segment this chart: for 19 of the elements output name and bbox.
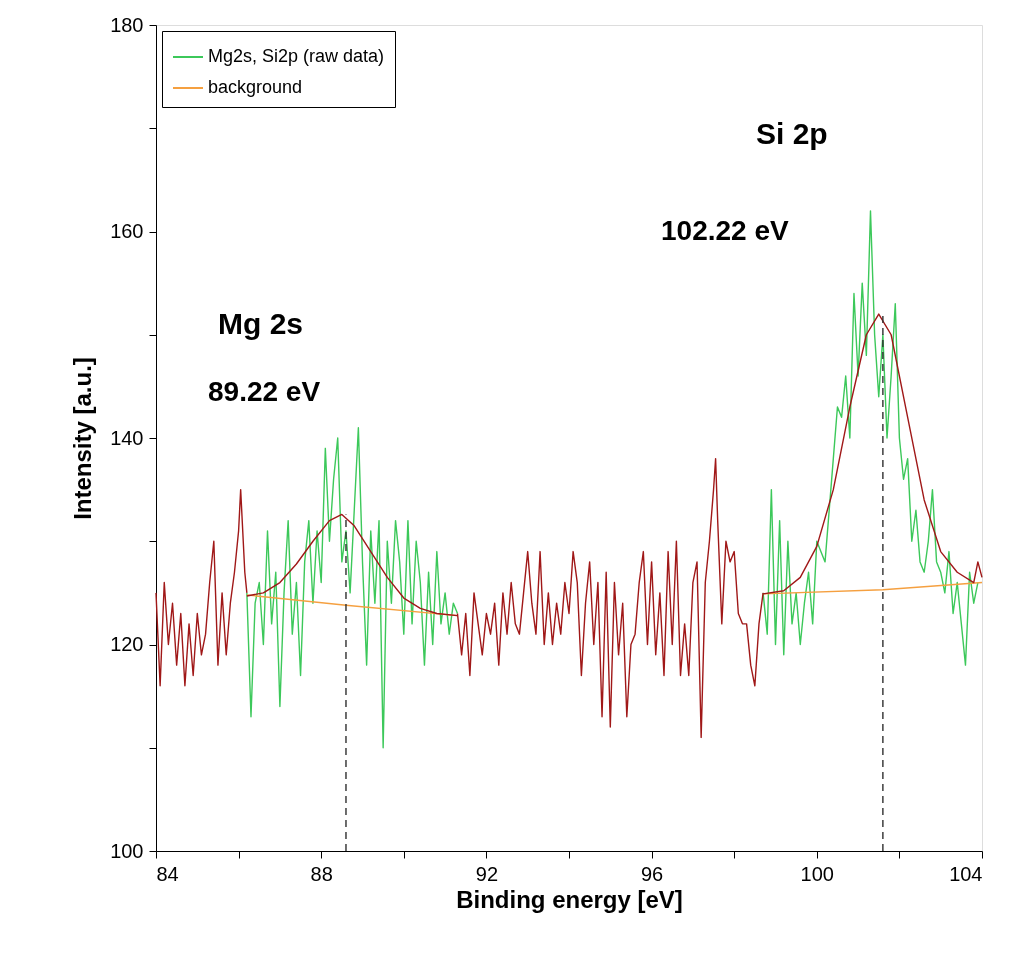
annotation: Si 2p [756, 117, 828, 150]
y-axis-title: Intensity [a.u.] [69, 357, 97, 520]
x-tick-label: 100 [800, 862, 834, 885]
y-tick-label: 100 [110, 839, 144, 862]
x-tick-label: 84 [156, 862, 179, 885]
x-tick-label: 96 [640, 862, 664, 885]
y-tick-label: 120 [110, 633, 144, 655]
y-tick-label: 180 [110, 13, 144, 36]
annotation: Mg 2s [218, 307, 304, 340]
x-tick-label: 104 [949, 862, 983, 885]
y-tick-label: 160 [110, 220, 144, 242]
annotation: 89.22 eV [208, 376, 321, 407]
y-tick-label: 140 [110, 426, 144, 449]
x-axis-title: Binding energy [eV] [456, 885, 683, 913]
legend-label: background [208, 77, 303, 97]
x-tick-label: 88 [310, 862, 333, 885]
legend-label: Mg2s, Si2p (raw data) [208, 46, 385, 66]
annotation: 102.22 eV [661, 215, 789, 246]
x-tick-label: 92 [475, 862, 499, 885]
